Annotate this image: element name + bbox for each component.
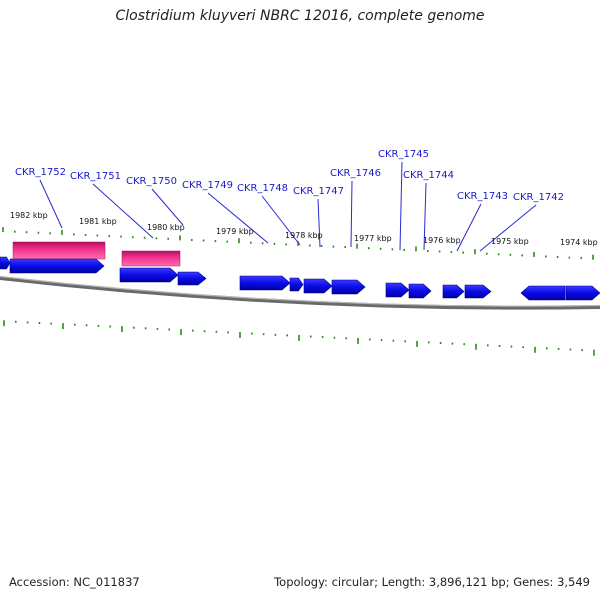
rna-feature[interactable]: [12, 241, 106, 260]
label-leader-lines: [39, 161, 537, 252]
gene-arrow[interactable]: [565, 285, 600, 301]
kbp-label: 1976 kbp: [423, 236, 461, 245]
label-leader-line: [479, 204, 537, 252]
gene-label-ckr-1744[interactable]: CKR_1744: [403, 170, 454, 181]
kbp-scale-labels: 1982 kbp 1981 kbp 1980 kbp 1979 kbp 1978 kbp…: [10, 211, 598, 247]
gene-label-ckr-1746[interactable]: CKR_1746: [330, 168, 381, 179]
gene-arrow[interactable]: [0, 256, 11, 270]
kbp-label: 1981 kbp: [79, 217, 117, 226]
rna-features: [12, 241, 181, 267]
inner-tick-marks: [3, 320, 595, 356]
outer-tick-marks: [2, 227, 594, 260]
genome-title: Clostridium kluyveri NBRC 12016, complet…: [115, 8, 485, 24]
gene-arrow[interactable]: [177, 271, 207, 286]
label-leader-line: [350, 180, 353, 248]
gene-label-ckr-1745[interactable]: CKR_1745: [378, 149, 429, 160]
gene-label-ckr-1751[interactable]: CKR_1751: [70, 171, 121, 182]
label-leader-line: [456, 203, 482, 252]
label-leader-line: [207, 192, 269, 244]
gene-arrow[interactable]: [239, 275, 291, 291]
gene-arrow[interactable]: [442, 284, 465, 299]
kbp-label: 1974 kbp: [560, 238, 598, 247]
gene-labels: CKR_1752 CKR_1751 CKR_1750 CKR_1749 CKR_1748…: [15, 149, 564, 203]
genome-backbone: [0, 275, 600, 310]
kbp-label: 1982 kbp: [10, 211, 48, 220]
label-leader-line: [39, 179, 63, 229]
kbp-label: 1979 kbp: [216, 227, 254, 236]
backbone-line: [0, 276, 600, 310]
rna-feature[interactable]: [121, 250, 181, 267]
gene-features: [0, 256, 600, 301]
accession-label: Accession: NC_011837: [9, 575, 140, 589]
kbp-label: 1980 kbp: [147, 223, 185, 232]
gene-arrow[interactable]: [9, 258, 105, 274]
label-leader-line: [317, 198, 321, 248]
gene-arrow[interactable]: [303, 278, 333, 294]
kbp-label: 1978 kbp: [285, 231, 323, 240]
backbone-highlight: [0, 275, 600, 307]
label-leader-line: [151, 188, 184, 226]
gene-arrow[interactable]: [464, 284, 492, 299]
label-leader-line: [399, 161, 403, 251]
gene-arrow[interactable]: [520, 285, 566, 301]
gene-label-ckr-1749[interactable]: CKR_1749: [182, 180, 233, 191]
gene-arrow[interactable]: [119, 267, 179, 283]
label-leader-line: [92, 183, 154, 239]
gene-label-ckr-1742[interactable]: CKR_1742: [513, 192, 564, 203]
genome-summary: Topology: circular; Length: 3,896,121 bp…: [274, 575, 590, 589]
gene-label-ckr-1747[interactable]: CKR_1747: [293, 186, 344, 197]
gene-arrow[interactable]: [408, 283, 432, 299]
gene-label-ckr-1748[interactable]: CKR_1748: [237, 183, 288, 194]
kbp-label: 1975 kbp: [491, 237, 529, 246]
gene-arrow[interactable]: [331, 279, 366, 295]
gene-label-ckr-1752[interactable]: CKR_1752: [15, 167, 66, 178]
gene-arrow[interactable]: [385, 282, 410, 298]
gene-label-ckr-1750[interactable]: CKR_1750: [126, 176, 177, 187]
label-leader-line: [423, 182, 427, 251]
label-leader-line: [261, 195, 301, 246]
kbp-label: 1977 kbp: [354, 234, 392, 243]
gene-label-ckr-1743[interactable]: CKR_1743: [457, 191, 508, 202]
gene-arrow[interactable]: [289, 277, 304, 292]
